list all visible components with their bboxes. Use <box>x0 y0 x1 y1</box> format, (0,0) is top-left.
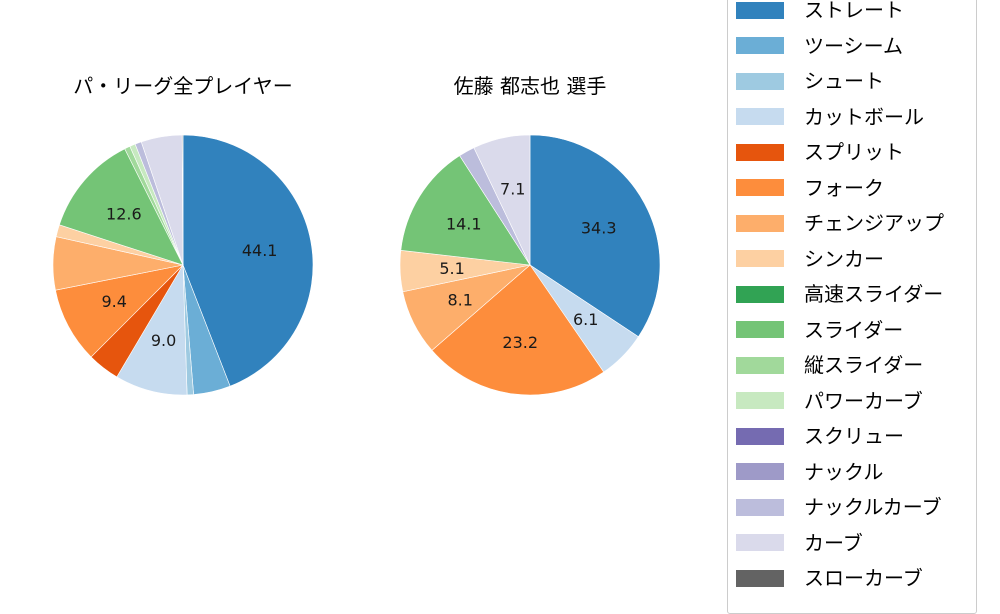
slice-value-label: 12.6 <box>106 205 142 224</box>
slice-value-label: 44.1 <box>242 241 278 260</box>
pie-chart-league: 44.1 9.0 9.4 12.6 <box>52 134 314 396</box>
pie-slice <box>473 134 531 266</box>
legend-swatch <box>736 179 784 196</box>
legend-label: ストレート <box>804 0 904 22</box>
legend-label: スライダー <box>804 317 904 342</box>
legend-label: チェンジアップ <box>804 211 944 235</box>
slice-value-label: 9.0 <box>151 331 176 350</box>
slice-value-label: 5.1 <box>439 259 464 278</box>
legend-label: シンカー <box>804 246 884 271</box>
legend-swatch <box>736 321 784 338</box>
legend-item: ナックルカーブ <box>736 495 942 519</box>
legend-swatch <box>736 463 784 480</box>
legend-item: 高速スライダー <box>736 282 943 306</box>
legend-swatch <box>736 250 784 267</box>
legend-item: ナックル <box>736 460 883 484</box>
legend-swatch <box>736 143 784 161</box>
legend-swatch <box>736 534 784 551</box>
legend-label: ナックル <box>804 459 884 484</box>
legend-item: 縦スライダー <box>736 353 923 377</box>
legend-item: チェンジアップ <box>736 211 944 235</box>
legend-swatch <box>736 108 784 125</box>
legend-item: スプリット <box>736 140 904 164</box>
legend-swatch <box>736 569 784 587</box>
legend-item: スライダー <box>736 318 903 342</box>
pie-slice <box>181 134 184 266</box>
slice-value-label: 23.2 <box>502 333 538 352</box>
pie-slice <box>55 264 184 358</box>
legend-item: スクリュー <box>736 424 904 448</box>
legend-item: パワーカーブ <box>736 389 923 413</box>
legend-label: ナックルカーブ <box>804 495 942 519</box>
legend: ストレートツーシームシュートカットボール スプリットフォークチェンジアップ シンカー… <box>727 0 977 614</box>
slice-value-label: 14.1 <box>446 214 482 233</box>
legend-item: カーブ <box>736 531 863 555</box>
legend-swatch <box>736 72 784 90</box>
legend-swatch <box>736 285 784 303</box>
legend-swatch <box>736 427 784 445</box>
legend-label: カットボール <box>804 104 924 129</box>
legend-label: スローカーブ <box>804 566 923 590</box>
slice-value-label: 34.3 <box>581 219 617 238</box>
legend-label: 高速スライダー <box>804 282 944 306</box>
legend-label: スプリット <box>804 140 904 164</box>
chart-title-player: 佐藤 都志也 選手 <box>453 74 607 98</box>
pie-chart-player: 34.3 6.1 23.2 8.1 5.1 14.1 7.1 <box>399 134 661 396</box>
legend-swatch <box>736 392 784 409</box>
legend-item: スローカーブ <box>736 566 923 590</box>
slice-value-label: 6.1 <box>573 310 598 329</box>
legend-swatch <box>736 356 784 374</box>
legend-item: フォーク <box>736 176 884 200</box>
pie-slice <box>400 155 531 266</box>
legend-label: シュート <box>804 69 884 93</box>
pie-slice <box>58 148 184 266</box>
legend-swatch <box>736 1 784 19</box>
legend-label: スクリュー <box>804 424 904 448</box>
pie-slice <box>431 264 605 396</box>
legend-item: ツーシーム <box>736 34 903 58</box>
legend-label: 縦スライダー <box>804 353 924 377</box>
legend-label: カーブ <box>804 530 863 555</box>
pie-slice <box>182 134 314 387</box>
slice-value-label: 9.4 <box>101 292 126 311</box>
legend-label: フォーク <box>804 175 884 200</box>
slice-value-label: 8.1 <box>447 290 472 309</box>
legend-swatch <box>736 37 784 54</box>
legend-swatch <box>736 498 784 516</box>
legend-item: ストレート <box>736 0 904 22</box>
legend-item: シンカー <box>736 247 884 271</box>
legend-item: シュート <box>736 69 884 93</box>
legend-label: パワーカーブ <box>804 388 923 413</box>
legend-swatch <box>736 214 784 232</box>
chart-title-league: パ・リーグ全プレイヤー <box>73 74 293 98</box>
slice-value-label: 7.1 <box>500 179 525 198</box>
legend-item: カットボール <box>736 105 924 129</box>
legend-label: ツーシーム <box>804 33 903 58</box>
